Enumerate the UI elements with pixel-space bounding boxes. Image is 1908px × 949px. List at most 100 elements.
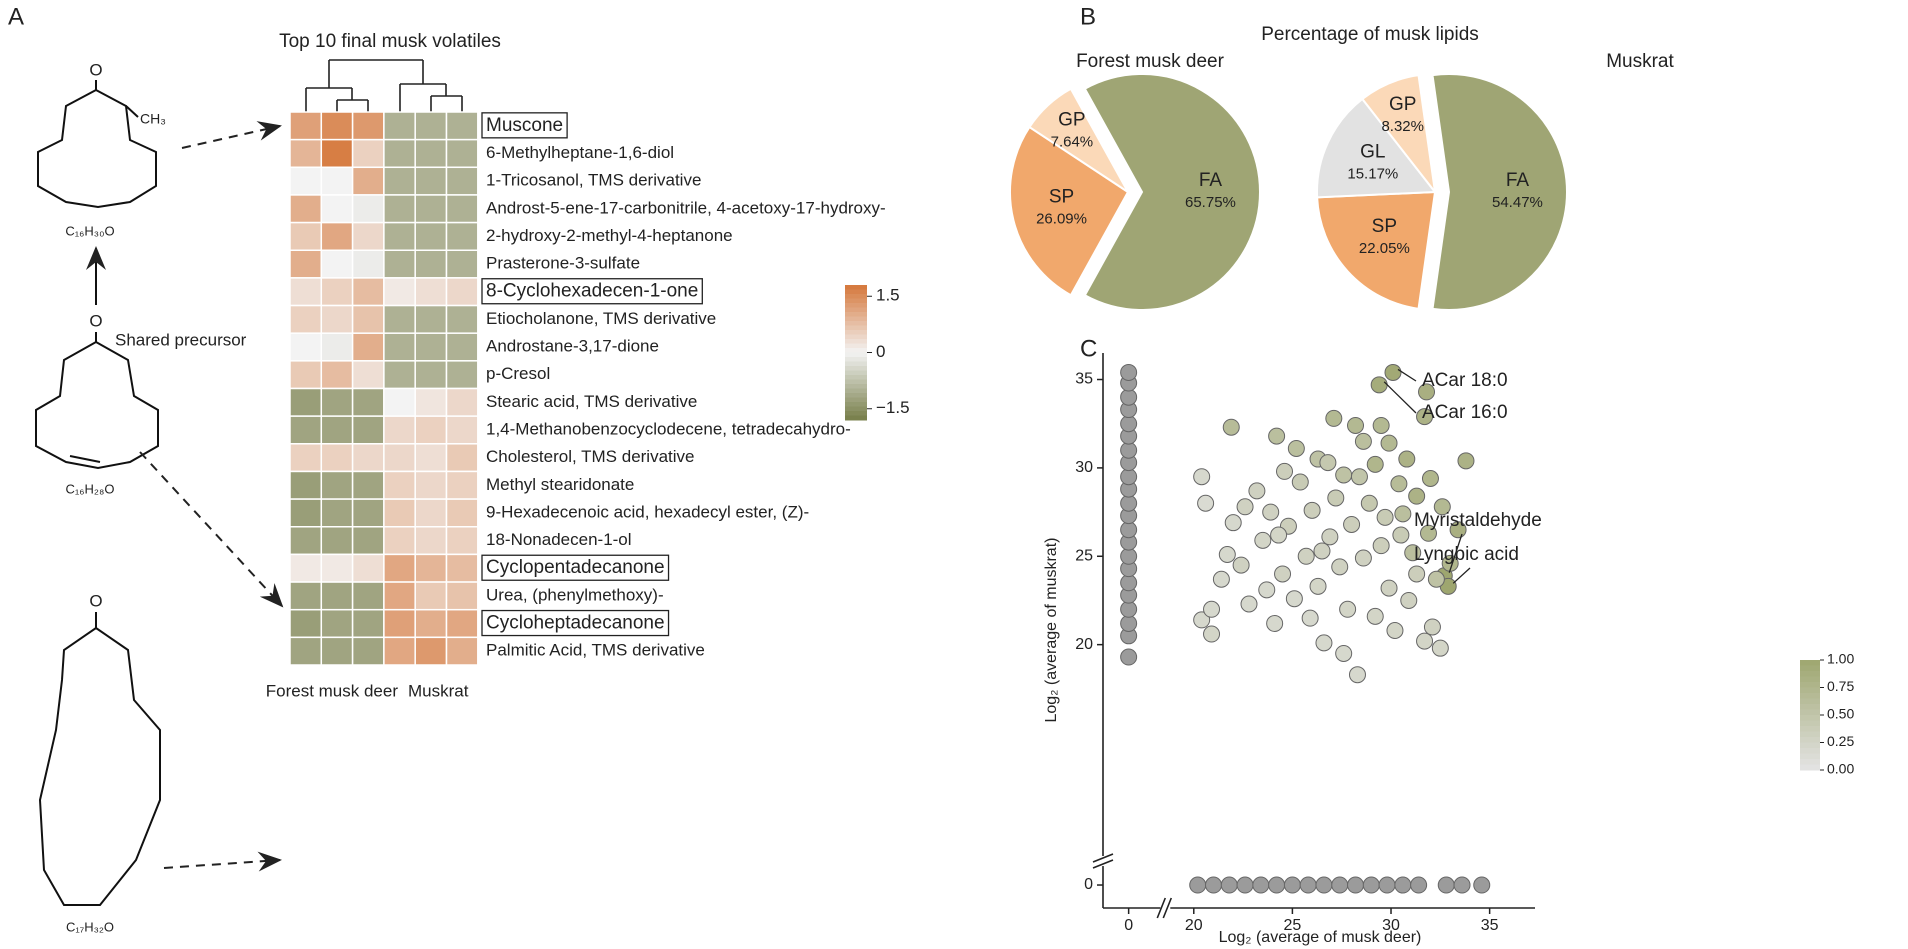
pie-slice: [1431, 73, 1568, 311]
row-label: Methyl stearidonate: [486, 475, 634, 494]
colorbar-step: [1800, 704, 1820, 710]
heatmap-cell: [351, 415, 385, 445]
point: [1236, 876, 1254, 894]
point: [1416, 632, 1434, 650]
slice-value: 65.75%: [1185, 194, 1236, 211]
point: [1270, 526, 1288, 544]
slice-label: GP: [1389, 94, 1416, 115]
colorbar-label: 1.5: [876, 286, 900, 305]
point: [1327, 489, 1345, 507]
colorbar-step: [845, 343, 867, 349]
heatmap-cell: [289, 470, 323, 500]
point: [1262, 503, 1280, 521]
heatmap-cell: [445, 553, 479, 583]
point: [1276, 462, 1294, 480]
heatmap-cell: [351, 498, 385, 528]
row-label: Cyclopentadecanone: [486, 557, 665, 578]
heatmap-cell: [414, 415, 448, 445]
heatmap-cell: [414, 498, 448, 528]
heatmap-cell: [445, 415, 479, 445]
colorbar-step: [845, 393, 867, 398]
formula: C₁₆H₂₈O: [66, 481, 115, 496]
precursor-label: Shared precursor: [115, 330, 247, 349]
point: [1268, 876, 1286, 894]
heatmap-cell: [414, 249, 448, 279]
heatmap-cell: [351, 387, 385, 417]
heatmap-cell: [383, 415, 416, 445]
point: [1473, 876, 1491, 894]
heatmap-cell: [445, 636, 479, 666]
point: [1315, 876, 1333, 894]
axis-break: [1092, 853, 1114, 863]
heatmap-cell: [351, 553, 385, 583]
annotation: ACar 18:0: [1422, 370, 1508, 391]
point: [1408, 487, 1426, 505]
colorbar-step: [845, 361, 867, 367]
point: [1248, 482, 1266, 500]
ring: [38, 626, 161, 906]
heatmap-cell: [445, 277, 479, 307]
x-axis-label: Log₂ (average of musk deer): [1219, 929, 1422, 946]
point: [1203, 625, 1221, 643]
point: [1232, 556, 1250, 574]
heatmap-cell: [414, 387, 448, 417]
pie-title: Forest musk deer: [1076, 51, 1224, 72]
heatmap-cell: [445, 360, 479, 390]
heatmap-cell: [351, 194, 385, 224]
point: [1347, 876, 1365, 894]
pie-title: Muskrat: [1606, 51, 1674, 72]
panel-label: B: [1080, 3, 1096, 30]
point: [1372, 537, 1390, 555]
heatmap-cell: [289, 166, 323, 196]
point: [1236, 498, 1254, 516]
colorbar-step: [845, 298, 867, 304]
row-label: Muscone: [486, 115, 563, 136]
heatmap-cell: [320, 415, 354, 445]
colorbar-step: [845, 348, 867, 353]
colorbar-step: [1800, 759, 1820, 765]
heatmap-cell: [383, 387, 416, 417]
heatmap-cell: [445, 526, 479, 556]
colorbar-step: [845, 370, 867, 376]
point: [1339, 600, 1357, 618]
heatmap-cell: [320, 166, 354, 196]
heatmap-cell: [351, 470, 385, 500]
pie-slice: [1083, 73, 1261, 311]
row-label: 18-Nonadecen-1-ol: [486, 530, 632, 549]
heatmap-cell: [383, 470, 416, 500]
point: [1394, 505, 1412, 523]
point: [1321, 528, 1339, 546]
colorbar-step: [845, 330, 867, 335]
point: [1398, 450, 1416, 468]
point: [1331, 876, 1349, 894]
point: [1205, 876, 1223, 894]
heatmap-cell: [445, 470, 479, 500]
point: [1299, 876, 1317, 894]
point: [1240, 595, 1258, 613]
x-tick-label: 35: [1481, 917, 1499, 934]
heatmap-cell: [320, 581, 354, 611]
bond: [69, 455, 101, 463]
point: [1366, 607, 1384, 625]
heatmap-cell: [320, 111, 354, 141]
axis-break: [1162, 897, 1173, 919]
colorbar-step: [845, 379, 867, 385]
point: [1384, 363, 1402, 381]
point: [1380, 579, 1398, 597]
heatmap-cell: [414, 111, 448, 141]
heatmap-cell: [383, 443, 416, 473]
slice-value: 26.09%: [1036, 210, 1087, 227]
slice-value: 7.64%: [1051, 133, 1094, 150]
heatmap-cell: [320, 138, 354, 169]
slice-label: SP: [1372, 216, 1397, 237]
x-tick-label: 0: [1124, 917, 1133, 934]
slice-label: GL: [1360, 141, 1385, 162]
point: [1297, 547, 1315, 565]
point: [1309, 577, 1327, 595]
heatmap-cell: [383, 194, 416, 224]
pie-slice: [1316, 97, 1437, 199]
formula: C₁₆H₃₀O: [65, 223, 114, 238]
annotation: Lyngbic acid: [1414, 544, 1519, 565]
heatmap-cell: [383, 581, 416, 611]
heatmap-cell: [289, 498, 323, 528]
